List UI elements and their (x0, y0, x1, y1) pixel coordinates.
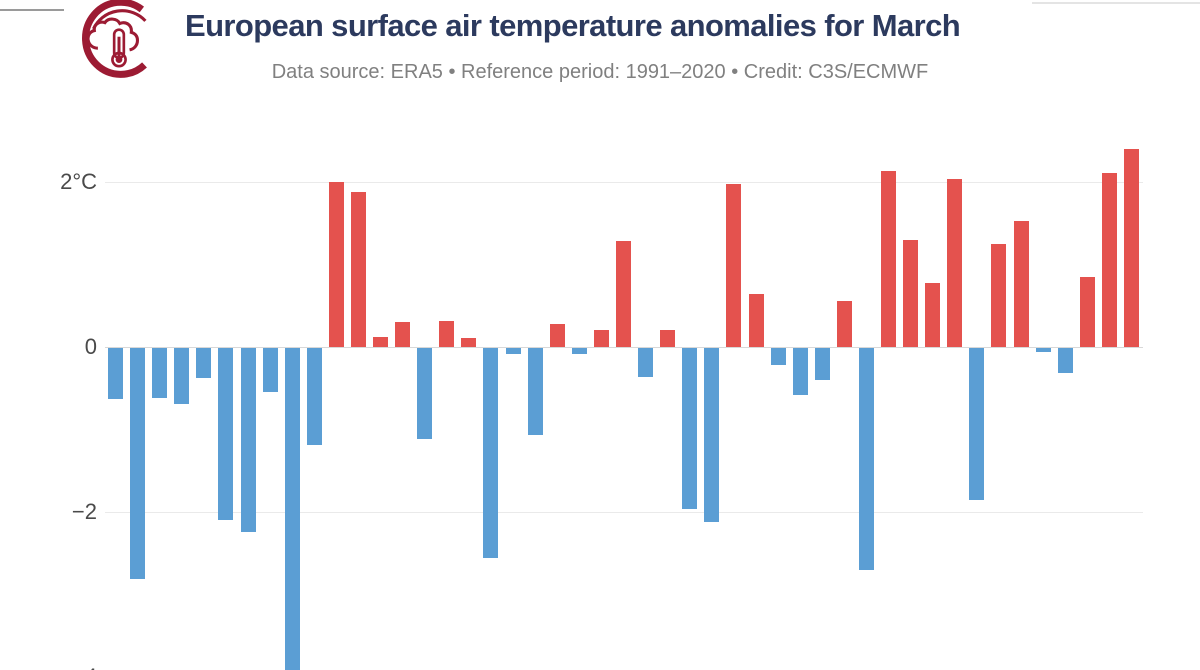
bar-1981 (152, 348, 168, 398)
bar-2019 (991, 243, 1007, 347)
c3s-logo-icon (82, 0, 147, 78)
gridline-0 (105, 347, 1143, 348)
bar-1996 (483, 348, 499, 558)
bar-2000 (571, 348, 587, 354)
bar-2017 (947, 178, 963, 347)
bar-1988 (306, 348, 322, 445)
bar-1999 (549, 323, 565, 347)
bar-2010 (792, 348, 808, 396)
bar-2012 (836, 300, 852, 347)
bar-2025 (1123, 149, 1139, 347)
gridline-2degC (105, 182, 1143, 183)
gridline-minus2 (105, 512, 1143, 513)
bar-1997 (505, 348, 521, 354)
bar-1990 (350, 191, 366, 347)
bar-1995 (461, 337, 477, 347)
bar-1994 (439, 321, 455, 347)
chart-subtitle: Data source: ERA5 • Reference period: 19… (271, 61, 929, 83)
bar-2009 (770, 348, 786, 366)
bar-1985 (240, 348, 256, 532)
bar-2007 (726, 184, 742, 347)
bar-2008 (748, 294, 764, 347)
bar-2021 (1035, 348, 1051, 353)
cropped-border-top-left (0, 9, 64, 11)
bar-1989 (328, 182, 344, 347)
y-axis-label: 2°C (60, 169, 97, 194)
y-axis-label: 0 (84, 334, 97, 359)
bar-1979 (108, 348, 124, 400)
bar-2005 (682, 348, 698, 509)
bar-2020 (1013, 220, 1029, 347)
bar-2016 (925, 283, 941, 347)
y-axis-label: −2 (71, 499, 97, 524)
bar-2003 (638, 348, 654, 377)
bar-1992 (395, 322, 411, 347)
bar-2013 (858, 348, 874, 570)
bar-1991 (373, 337, 389, 347)
bar-2011 (814, 348, 830, 381)
bar-2014 (881, 171, 897, 347)
y-axis-label: −4 (7, 664, 97, 670)
bar-2006 (704, 348, 720, 523)
cropped-border-top-right (1032, 2, 1200, 4)
bar-1986 (262, 348, 278, 392)
bar-1987 (284, 348, 300, 670)
bar-2001 (593, 329, 609, 347)
bar-2018 (969, 348, 985, 500)
bar-1983 (196, 348, 212, 378)
bar-1982 (174, 348, 190, 405)
bar-1998 (527, 348, 543, 436)
bar-2004 (660, 329, 676, 347)
bar-2015 (903, 239, 919, 347)
bar-2023 (1079, 276, 1095, 347)
bar-1984 (218, 348, 234, 520)
bar-1993 (417, 348, 433, 439)
bar-2024 (1101, 172, 1117, 347)
bar-2002 (616, 240, 631, 347)
bar-1980 (130, 348, 146, 579)
bar-2022 (1057, 348, 1073, 373)
page-title: European surface air temperature anomali… (185, 8, 961, 43)
